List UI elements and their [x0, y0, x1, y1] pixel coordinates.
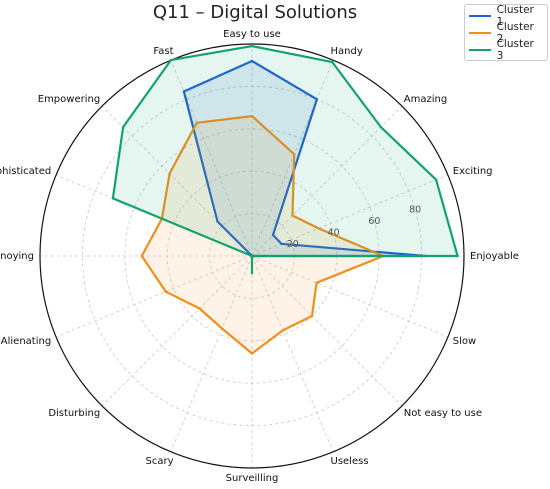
series-3-point-13 [111, 197, 115, 200]
axis-label-11: Alienating [1, 336, 51, 347]
series-2-point-11 [164, 290, 167, 293]
radar-series [111, 44, 459, 355]
spoke-14 [101, 105, 253, 257]
series-2-point-8 [250, 352, 254, 355]
series-2-point-1 [293, 153, 296, 156]
axis-label-15: Fast [153, 46, 173, 57]
axis-label-13: Sophisticated [0, 166, 51, 177]
legend: Cluster 1 Cluster 2 Cluster 3 [464, 4, 548, 62]
spoke-5 [251, 255, 449, 338]
series-2-point-10 [198, 307, 201, 310]
series-1-point-1 [315, 98, 319, 101]
axis-label-0: Easy to use [223, 29, 281, 40]
series-1-point-2 [271, 233, 275, 237]
spoke-7 [251, 255, 334, 453]
legend-swatch-1 [469, 14, 491, 17]
axis-label-1: Handy [331, 46, 363, 57]
legend-label-2: Cluster 2 [496, 20, 534, 45]
series-3-point-2 [379, 125, 383, 129]
axis-label-14: Empowering [38, 94, 100, 105]
series-2-point-0 [250, 114, 254, 118]
series-1-point-0 [250, 59, 254, 63]
series-2-point-14 [168, 172, 171, 175]
series-3-point-1 [331, 60, 334, 64]
axis-label-12: Annoying [0, 251, 34, 262]
spoke-2 [251, 105, 403, 257]
outer-circle [39, 43, 465, 469]
series-2-point-12 [140, 254, 143, 258]
spoke-6 [251, 255, 403, 407]
series-2-point-15 [195, 121, 198, 125]
legend-swatch-2 [469, 31, 491, 34]
legend-item-1: Cluster 1 [469, 4, 543, 28]
legend-item-3: Cluster 3 [469, 38, 543, 62]
spoke-10 [101, 255, 253, 407]
radial-tick-labels: 20 40 60 80 [287, 205, 421, 251]
series-2-point-7 [281, 329, 284, 332]
spoke-3 [251, 174, 449, 257]
legend-label-1: Cluster 1 [496, 3, 534, 28]
series-area-3 [111, 44, 459, 275]
series-2-point-9 [220, 327, 224, 330]
chart-title: Q11 – Digital Solutions [152, 2, 358, 23]
spoke-1 [251, 59, 334, 257]
series-3-point-0 [250, 44, 254, 48]
series-3-point-8 [250, 271, 254, 275]
axis-label-10: Disturbing [48, 408, 100, 419]
tick-label-3: 80 [409, 205, 421, 216]
series-3-point-3 [434, 178, 438, 181]
series-1-point-3 [280, 242, 283, 245]
spoke-9 [170, 255, 253, 453]
axis-label-8: Surveilling [226, 473, 279, 484]
series-1-point-15 [182, 90, 186, 93]
legend-item-2: Cluster 2 [469, 21, 543, 45]
axis-label-5: Slow [453, 336, 476, 347]
series-3-point-15 [169, 58, 173, 62]
axis-label-7: Useless [331, 456, 369, 467]
series-3-point-4 [456, 254, 459, 258]
legend-swatch-3 [469, 48, 491, 51]
series-2-point-6 [310, 314, 314, 318]
axis-label-9: Scary [145, 456, 173, 467]
series-3-point-12 [250, 254, 254, 258]
axis-label-2: Amazing [404, 94, 447, 105]
spoke-13 [55, 174, 253, 257]
tick-label-0: 20 [287, 239, 299, 250]
series-3-point-14 [121, 125, 125, 129]
tick-label-2: 60 [368, 216, 380, 227]
series-2-point-2 [291, 214, 294, 217]
series-2-point-3 [317, 227, 320, 230]
axis-label-6: Not easy to use [404, 408, 482, 419]
axis-label-4: Enjoyable [470, 251, 519, 262]
tick-label-1: 40 [328, 228, 340, 239]
axis-labels: Easy to use Handy Amazing Exciting Enjoyable… [0, 29, 519, 484]
spoke-11 [55, 255, 253, 338]
axis-label-3: Exciting [453, 166, 493, 177]
series-1-point-14 [216, 220, 219, 223]
series-2-point-5 [315, 281, 318, 284]
legend-label-3: Cluster 3 [496, 37, 534, 62]
